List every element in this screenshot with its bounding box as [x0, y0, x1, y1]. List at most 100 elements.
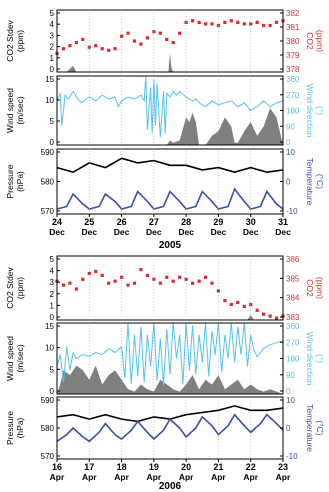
x-tick-day-label: 26: [117, 217, 127, 227]
x-tick-day-label: 29: [213, 217, 223, 227]
x-tick-day-label: 20: [181, 462, 191, 472]
x-tick-day-label: 18: [117, 462, 127, 472]
data-point-co2: [145, 273, 149, 277]
data-point-co2: [178, 275, 182, 279]
right-tick-label: 381: [286, 23, 300, 32]
x-tick-month-label: Apr: [114, 472, 129, 482]
data-point-co2: [165, 37, 169, 41]
right-tick-label: 180: [286, 355, 300, 364]
left-tick-label: 1: [50, 301, 55, 310]
data-point-co2: [158, 281, 162, 285]
right-tick-label: 384: [286, 294, 300, 303]
x-tick-month-label: Dec: [211, 227, 227, 237]
data-point-co2: [87, 45, 91, 49]
data-point-co2: [262, 23, 266, 28]
data-point-co2: [132, 281, 137, 285]
left-axis-label: (ppm): [15, 277, 25, 299]
right-axis-label: Temperature: [305, 158, 315, 206]
left-tick-label: 10: [45, 344, 54, 353]
series-line-temperature: [56, 187, 284, 210]
series-line-pressure: [56, 157, 284, 174]
series-area-wind_speed_fill: [57, 365, 283, 394]
left-tick-label: 0: [50, 138, 55, 147]
data-point-co2: [113, 279, 117, 283]
data-point-co2: [223, 20, 227, 24]
series-line-temperature: [56, 413, 284, 443]
data-point-co2: [216, 289, 220, 293]
right-tick-label: 0: [286, 138, 291, 147]
data-point-co2: [255, 308, 259, 312]
x-tick-month-label: Apr: [211, 472, 226, 482]
right-tick-label: 270: [286, 338, 300, 347]
data-point-co2: [107, 48, 111, 52]
left-axis-label: Pressure: [5, 164, 15, 198]
right-axis-label: Wind direction: [305, 332, 315, 386]
right-tick-label: 378: [286, 65, 300, 74]
data-point-co2: [145, 36, 149, 40]
left-axis-label: (hPa): [15, 417, 25, 438]
right-tick-label: 10: [286, 396, 295, 405]
x-tick-month-label: Dec: [275, 227, 291, 237]
left-tick-label: 570: [41, 207, 55, 216]
right-tick-label: 0: [286, 178, 291, 187]
plot-area-pressure: [56, 405, 284, 443]
data-point-co2: [203, 22, 208, 26]
right-tick-label: 0: [286, 424, 291, 433]
data-point-co2: [229, 302, 233, 307]
right-axis-label: CO2: [305, 32, 315, 50]
right-tick-label: 90: [286, 371, 295, 380]
data-point-co2: [68, 44, 72, 48]
x-tick-month-label: Dec: [178, 227, 194, 237]
data-point-co2: [81, 37, 85, 41]
x-tick-month-label: Dec: [146, 227, 162, 237]
data-point-co2: [274, 316, 279, 320]
series-line-wind_dir: [56, 322, 284, 387]
right-axis-label: CO2: [305, 279, 315, 297]
data-point-co2: [74, 41, 78, 45]
left-tick-label: 5: [50, 255, 55, 264]
right-axis-label: Wind direction: [305, 84, 315, 138]
panel-frame: [56, 396, 284, 460]
left-axis-label: (hPa): [15, 171, 25, 192]
left-axis-label: CO2 Stdev: [5, 266, 15, 308]
left-axis-label: Pressure: [5, 411, 15, 445]
right-axis-label: (°C): [315, 420, 325, 435]
data-point-co2: [139, 42, 143, 46]
data-point-co2: [120, 34, 124, 38]
left-tick-label: 0: [50, 65, 55, 74]
x-tick-day-label: 16: [52, 462, 62, 472]
year-label: 2006: [159, 481, 182, 492]
x-tick-month-label: Dec: [49, 227, 65, 237]
data-point-co2: [210, 22, 214, 26]
data-point-co2: [236, 20, 240, 24]
data-point-co2: [210, 281, 214, 285]
data-point-co2: [68, 281, 72, 285]
data-point-co2: [229, 19, 233, 23]
data-point-co2: [158, 31, 162, 35]
left-tick-label: 3: [50, 278, 55, 287]
data-point-co2: [223, 299, 227, 303]
data-point-co2: [100, 273, 104, 277]
right-tick-label: -10: [286, 452, 298, 461]
right-tick-label: 380: [286, 37, 300, 46]
x-tick-day-label: 24: [52, 217, 62, 227]
data-point-co2: [178, 31, 182, 35]
series-area-stdev_fill: [57, 314, 283, 320]
x-tick-month-label: Dec: [81, 227, 97, 237]
left-tick-label: 2: [50, 43, 55, 52]
left-axis-label: (m/sec): [15, 96, 25, 125]
plot-area-co2: [55, 268, 285, 320]
right-tick-label: 382: [286, 9, 300, 18]
x-tick-day-label: 23: [278, 462, 288, 472]
right-tick-label: 385: [286, 274, 300, 283]
x-tick-month-label: Apr: [179, 472, 194, 482]
data-point-co2: [94, 44, 98, 48]
data-point-co2: [268, 23, 272, 28]
data-point-co2: [74, 287, 78, 291]
right-axis-label: Temperature: [305, 404, 315, 452]
x-tick-month-label: Apr: [276, 472, 291, 482]
data-point-co2: [165, 275, 169, 279]
